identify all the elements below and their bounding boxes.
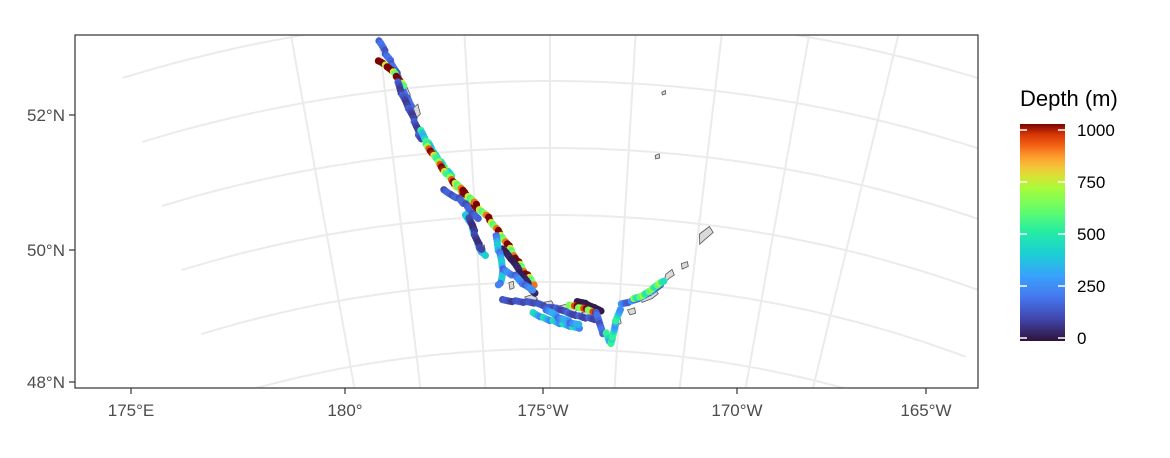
parallel-line — [161, 146, 978, 220]
legend-label-0: 0 — [1077, 329, 1086, 348]
depth-point — [616, 306, 625, 314]
legend-label-1000: 1000 — [1077, 121, 1115, 140]
survey-track-layer — [374, 37, 668, 347]
survey-track — [492, 232, 507, 289]
island — [680, 261, 689, 270]
lat-axis: 52°N 50°N 48°N — [27, 106, 75, 392]
legend-label-750: 750 — [1077, 173, 1105, 192]
parallel-line — [122, 35, 978, 80]
survey-track — [449, 178, 538, 289]
meridian-line — [811, 35, 900, 388]
lon-label-165w: 165°W — [900, 401, 951, 420]
survey-track — [630, 277, 668, 302]
depth-legend: Depth (m) 1000 750 500 250 0 — [1020, 86, 1118, 348]
survey-track — [465, 214, 486, 253]
depth-point — [528, 286, 537, 294]
legend-colorbar — [1020, 124, 1065, 341]
depth-point — [575, 320, 583, 328]
island — [661, 89, 667, 96]
meridian-line — [744, 35, 811, 388]
survey-track — [602, 306, 625, 347]
parallel-line — [142, 79, 978, 150]
depth-point — [494, 281, 502, 289]
meridian-line — [377, 35, 422, 388]
lon-label-180: 180° — [327, 401, 362, 420]
lon-label-175e: 175°E — [108, 401, 155, 420]
map-panel-background — [75, 35, 978, 388]
meridian-line — [463, 35, 487, 388]
survey-track — [565, 301, 600, 317]
lon-label-175w: 175°W — [517, 401, 568, 420]
legend-title: Depth (m) — [1020, 86, 1118, 111]
survey-track — [542, 306, 583, 328]
parallel-line — [240, 416, 919, 458]
meridian-line — [289, 35, 356, 388]
map-panel-border — [74, 34, 979, 389]
legend-label-250: 250 — [1077, 277, 1105, 296]
survey-track — [394, 78, 425, 143]
island — [626, 307, 637, 316]
depth-point — [474, 214, 482, 223]
meridian-line — [613, 35, 637, 388]
depth-point — [478, 245, 486, 253]
lon-label-170w: 170°W — [711, 401, 762, 420]
legend-label-500: 500 — [1077, 225, 1105, 244]
lon-axis: 175°E 180° 175°W 170°W 165°W — [108, 388, 952, 420]
island — [508, 280, 515, 290]
survey-track — [374, 57, 408, 90]
lat-label-50: 50°N — [27, 241, 65, 260]
island — [699, 225, 714, 246]
graticule — [122, 35, 978, 458]
survey-track — [499, 265, 537, 294]
parallel-line — [200, 280, 967, 358]
depth-point — [481, 251, 489, 259]
depth-point — [660, 277, 668, 285]
meridian-line — [678, 35, 723, 388]
lat-label-48: 48°N — [27, 373, 65, 392]
lat-label-52: 52°N — [27, 106, 65, 125]
parallel-line — [252, 347, 848, 388]
parallel-line — [181, 213, 978, 291]
island — [654, 153, 661, 160]
